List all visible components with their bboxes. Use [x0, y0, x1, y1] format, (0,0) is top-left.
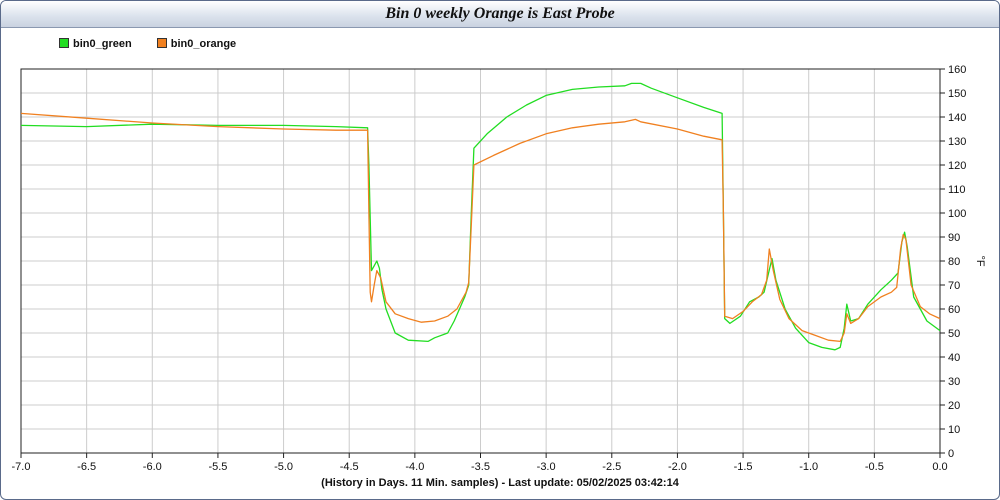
legend-item-orange: bin0_orange — [156, 38, 237, 51]
x-tick-label: -2.0 — [668, 461, 687, 473]
x-tick-label: 0.0 — [932, 461, 947, 473]
plot-border — [20, 68, 941, 454]
y-tick-label: 80 — [948, 256, 960, 268]
x-tick-label: -4.5 — [340, 461, 359, 473]
y-tick-label: 150 — [948, 88, 966, 100]
x-tick-label: -6.5 — [77, 461, 96, 473]
y-tick-label: 90 — [948, 232, 960, 244]
y-tick-label: 60 — [948, 304, 960, 316]
y-tick-label: 30 — [948, 376, 960, 388]
x-axis-caption: (History in Days. 11 Min. samples) - Las… — [321, 477, 679, 489]
x-tick-label: -6.0 — [143, 461, 162, 473]
x-tick-label: -3.5 — [471, 461, 490, 473]
y-tick-label: 20 — [948, 400, 960, 412]
legend: bin0_green bin0_orange — [59, 38, 258, 50]
x-tick-label: -1.5 — [734, 461, 753, 473]
x-tick-label: -4.0 — [405, 461, 424, 473]
y-tick-label: 0 — [948, 448, 954, 460]
series-line-bin0_orange — [20, 112, 941, 343]
legend-item-green: bin0_green — [59, 38, 132, 50]
y-tick-label: 110 — [948, 184, 966, 196]
y-tick-label: 50 — [948, 328, 960, 340]
x-tick-label: -5.0 — [274, 461, 293, 473]
legend-label-green: bin0_green — [73, 38, 132, 51]
y-tick-label: 10 — [948, 424, 960, 436]
legend-label-orange: bin0_orange — [170, 38, 237, 51]
legend-swatch-orange — [156, 38, 167, 49]
y-tick-label: 130 — [948, 136, 966, 148]
chart-title: Bin 0 weekly Orange is East Probe — [385, 5, 615, 22]
y-axis-label: °F — [974, 255, 986, 266]
y-tick-label: 120 — [948, 160, 966, 172]
y-tick-label: 160 — [948, 64, 966, 76]
series-line-bin0_green — [20, 82, 941, 351]
x-tick-label: -0.5 — [865, 461, 884, 473]
x-tick-label: -2.5 — [602, 461, 621, 473]
y-tick-label: 100 — [948, 208, 966, 220]
x-tick-label: -3.0 — [537, 461, 556, 473]
x-tick-label: -1.0 — [799, 461, 818, 473]
x-tick-label: -5.5 — [208, 461, 227, 473]
y-tick-label: 70 — [948, 280, 960, 292]
legend-swatch-green — [59, 38, 69, 49]
x-tick-label: -7.0 — [12, 461, 31, 473]
y-tick-label: 140 — [948, 112, 966, 124]
y-tick-label: 40 — [948, 352, 960, 364]
title-bar: Bin 0 weekly Orange is East Probe — [1, 1, 999, 28]
